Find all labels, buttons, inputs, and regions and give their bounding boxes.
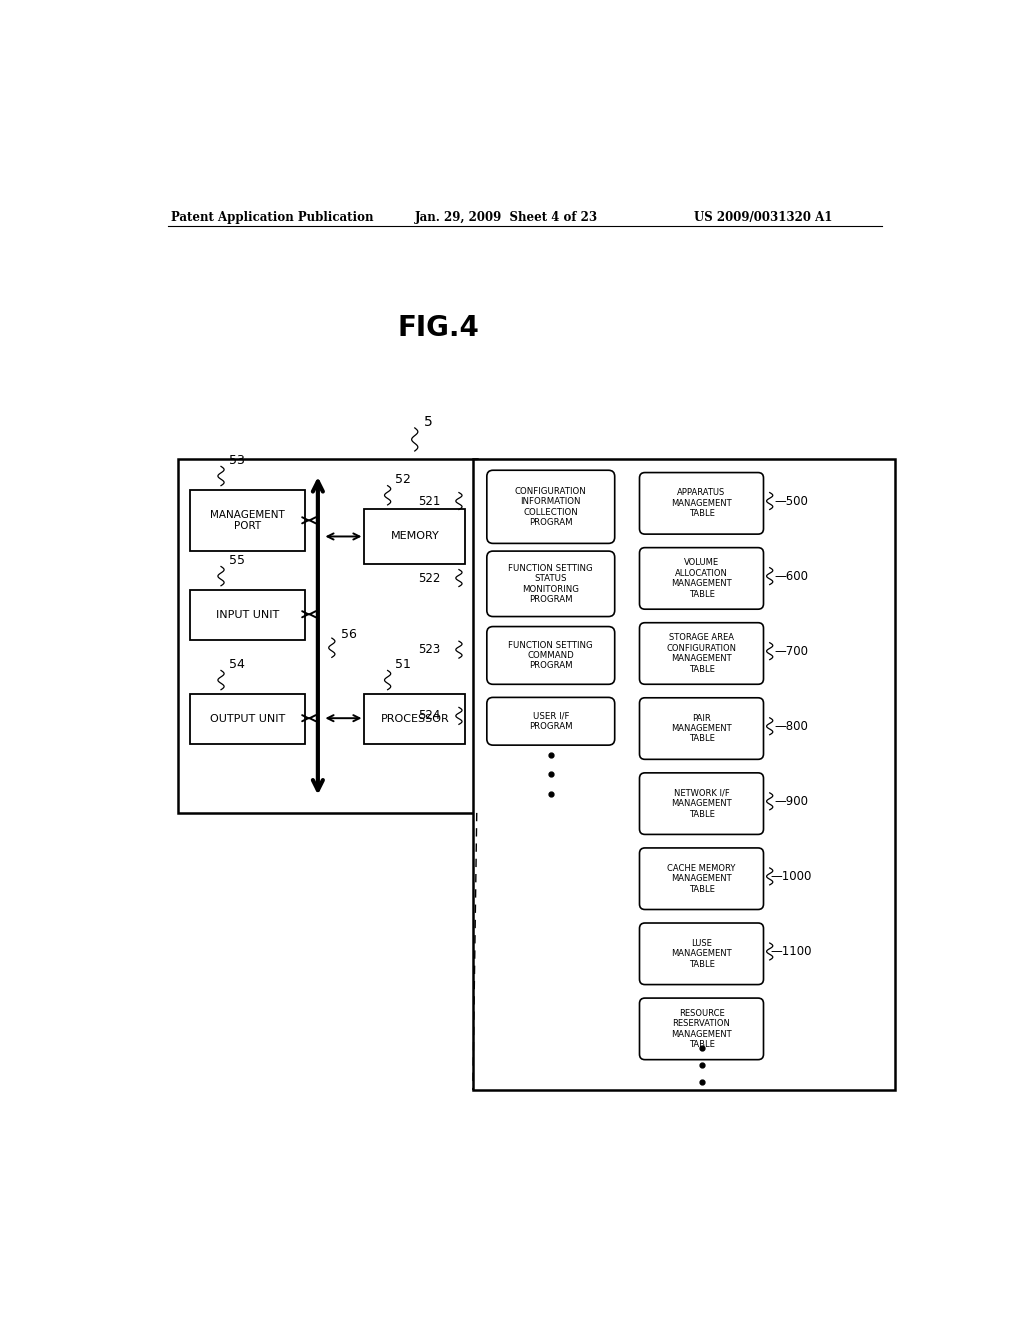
FancyBboxPatch shape xyxy=(486,552,614,616)
Text: CONFIGURATION
INFORMATION
COLLECTION
PROGRAM: CONFIGURATION INFORMATION COLLECTION PRO… xyxy=(515,487,587,527)
FancyBboxPatch shape xyxy=(486,470,614,544)
FancyBboxPatch shape xyxy=(640,923,764,985)
FancyBboxPatch shape xyxy=(640,998,764,1060)
Text: —800: —800 xyxy=(774,719,808,733)
Text: 522: 522 xyxy=(418,572,440,585)
Bar xyxy=(365,693,465,743)
FancyBboxPatch shape xyxy=(640,623,764,684)
Text: VOLUME
ALLOCATION
MANAGEMENT
TABLE: VOLUME ALLOCATION MANAGEMENT TABLE xyxy=(671,558,732,598)
Text: 5: 5 xyxy=(424,414,433,429)
Text: APPARATUS
MANAGEMENT
TABLE: APPARATUS MANAGEMENT TABLE xyxy=(671,488,732,519)
Text: 53: 53 xyxy=(228,454,245,467)
Text: FUNCTION SETTING
COMMAND
PROGRAM: FUNCTION SETTING COMMAND PROGRAM xyxy=(508,640,593,671)
FancyBboxPatch shape xyxy=(640,473,764,535)
Text: STORAGE AREA
CONFIGURATION
MANAGEMENT
TABLE: STORAGE AREA CONFIGURATION MANAGEMENT TA… xyxy=(667,634,736,673)
Text: CACHE MEMORY
MANAGEMENT
TABLE: CACHE MEMORY MANAGEMENT TABLE xyxy=(668,863,735,894)
Bar xyxy=(190,490,305,552)
Text: MEMORY: MEMORY xyxy=(390,532,439,541)
FancyBboxPatch shape xyxy=(486,697,614,744)
Text: FIG.4: FIG.4 xyxy=(397,314,479,342)
FancyBboxPatch shape xyxy=(640,774,764,834)
Text: MANAGEMENT
PORT: MANAGEMENT PORT xyxy=(210,510,285,531)
FancyBboxPatch shape xyxy=(640,698,764,759)
Text: Patent Application Publication: Patent Application Publication xyxy=(171,211,373,224)
Text: USER I/F
PROGRAM: USER I/F PROGRAM xyxy=(529,711,572,731)
Text: 54: 54 xyxy=(228,657,245,671)
Text: Jan. 29, 2009  Sheet 4 of 23: Jan. 29, 2009 Sheet 4 of 23 xyxy=(415,211,598,224)
Text: 55: 55 xyxy=(228,554,245,566)
Text: —500: —500 xyxy=(774,495,808,507)
Bar xyxy=(473,459,895,1090)
FancyBboxPatch shape xyxy=(640,548,764,610)
Text: 523: 523 xyxy=(419,643,440,656)
Text: —600: —600 xyxy=(774,570,808,582)
Text: —900: —900 xyxy=(774,795,808,808)
Text: 52: 52 xyxy=(395,473,411,486)
Text: 56: 56 xyxy=(341,628,356,640)
FancyBboxPatch shape xyxy=(640,847,764,909)
Text: —1100: —1100 xyxy=(771,945,812,958)
Text: US 2009/0031320 A1: US 2009/0031320 A1 xyxy=(693,211,833,224)
Text: PROCESSOR: PROCESSOR xyxy=(380,714,450,723)
Text: —1000: —1000 xyxy=(771,870,812,883)
FancyBboxPatch shape xyxy=(486,627,614,684)
Text: 51: 51 xyxy=(395,657,411,671)
Text: NETWORK I/F
MANAGEMENT
TABLE: NETWORK I/F MANAGEMENT TABLE xyxy=(671,789,732,818)
Bar xyxy=(190,590,305,640)
Text: RESOURCE
RESERVATION
MANAGEMENT
TABLE: RESOURCE RESERVATION MANAGEMENT TABLE xyxy=(671,1008,732,1049)
Text: FUNCTION SETTING
STATUS
MONITORING
PROGRAM: FUNCTION SETTING STATUS MONITORING PROGR… xyxy=(508,564,593,605)
Bar xyxy=(178,459,477,813)
Text: PAIR
MANAGEMENT
TABLE: PAIR MANAGEMENT TABLE xyxy=(671,714,732,743)
Text: 521: 521 xyxy=(418,495,440,508)
Text: INPUT UNIT: INPUT UNIT xyxy=(216,610,279,619)
Text: 524: 524 xyxy=(418,709,440,722)
Text: —700: —700 xyxy=(774,644,808,657)
Text: OUTPUT UNIT: OUTPUT UNIT xyxy=(210,714,285,723)
Bar xyxy=(190,693,305,743)
Text: LUSE
MANAGEMENT
TABLE: LUSE MANAGEMENT TABLE xyxy=(671,939,732,969)
Bar xyxy=(365,508,465,564)
